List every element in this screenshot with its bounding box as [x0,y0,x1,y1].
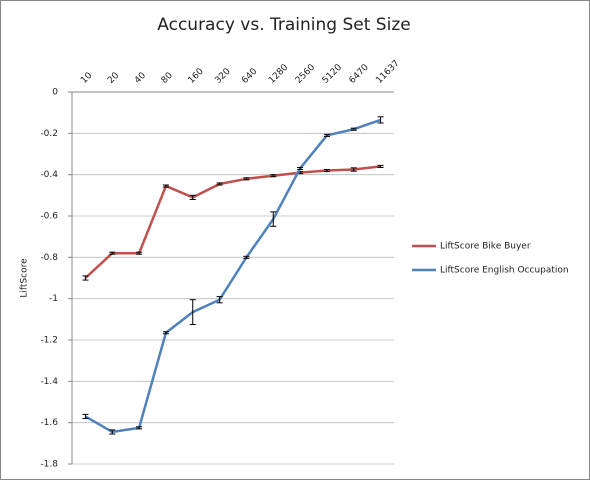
y-tick-label: -1 [49,294,58,304]
error-bar [82,275,89,281]
error-bar [109,251,116,255]
error-bar [323,169,330,173]
legend-label: LiftScore English Occupation [440,266,569,276]
error-bar [323,133,330,137]
error-bar [350,127,357,131]
error-bar [82,413,89,420]
error-bar [270,174,277,178]
y-tick-label: -0.6 [40,212,58,222]
error-bar [297,166,304,170]
y-tick-label: -1.6 [40,418,58,428]
chart-title: Accuracy vs. Training Set Size [157,15,410,35]
error-bar [216,296,223,304]
error-bar [189,299,196,325]
error-bar [136,426,143,430]
y-tick-label: -1.8 [40,460,58,470]
y-tick-label: -1.2 [40,336,58,346]
y-tick-label: -0.8 [40,253,58,263]
error-bar [270,211,277,227]
error-bar [243,177,250,181]
error-bar [136,251,143,255]
error-bar [350,167,357,172]
series-line [84,118,381,434]
error-bar [216,182,223,186]
error-bar [377,116,384,124]
y-axis-label: LiftScore [20,258,30,298]
legend-label: LiftScore Bike Buyer [440,242,531,252]
error-bar [243,255,250,259]
y-tick-label: -0.4 [40,170,58,180]
y-tick-label: -1.4 [40,377,58,387]
series-line [84,165,381,279]
error-bar [377,164,384,168]
error-bar [189,194,196,200]
y-tick-label: -0.2 [40,129,58,139]
error-bar [162,184,169,188]
error-bar [109,429,116,435]
y-tick-label: 0 [52,88,58,98]
error-bar [162,331,169,335]
